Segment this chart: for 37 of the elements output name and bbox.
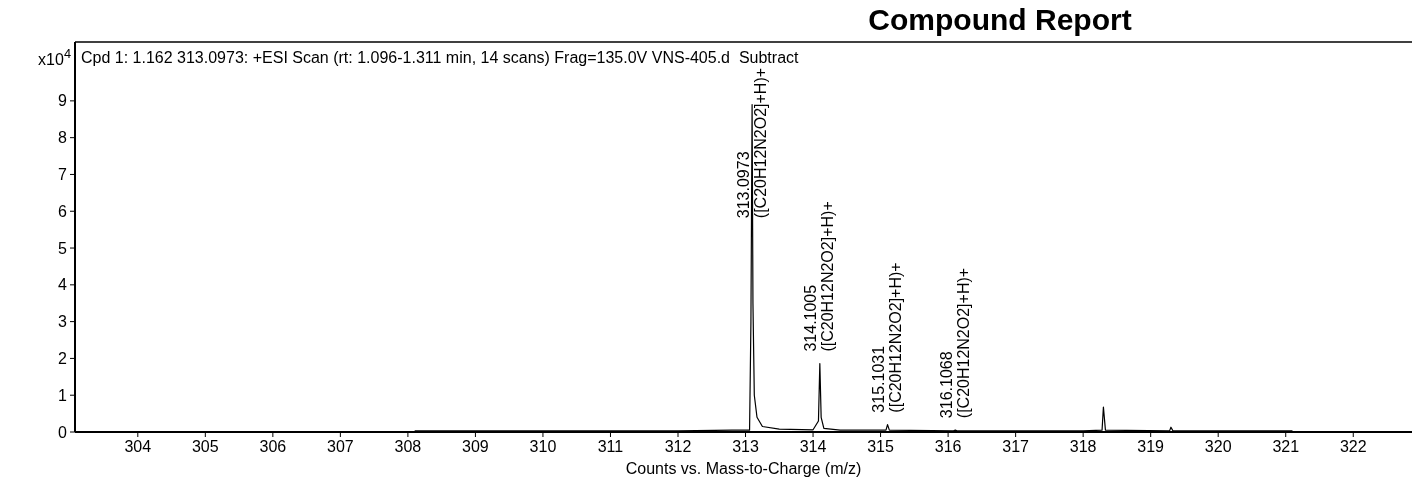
x-tick-label: 314 <box>799 438 827 455</box>
x-tick-label: 317 <box>1002 438 1030 455</box>
x-tick-label: 321 <box>1272 438 1300 455</box>
chart-title: Compound Report <box>868 3 1132 36</box>
chart-subtitle: Cpd 1: 1.162 313.0973: +ESI Scan (rt: 1.096-1.311 min, 14 scans) Frag=135.0V VNS-405.d Subtract <box>81 49 800 66</box>
y-tick-label: 8 <box>58 129 68 147</box>
y-tick-label: 3 <box>58 313 68 331</box>
x-tick-label: 304 <box>124 438 152 455</box>
y-tick-label: 6 <box>58 202 68 220</box>
x-axis-title: Counts vs. Mass-to-Charge (m/z) <box>625 460 862 477</box>
y-tick-label: 5 <box>58 239 68 257</box>
annotation: 315.1031 ([C20H12N2O2]+H)+ <box>870 262 905 413</box>
x-tick-label: 306 <box>259 438 287 455</box>
x-tick-label: 318 <box>1069 438 1097 455</box>
x-tick-label: 316 <box>934 438 962 455</box>
x-tick-label: 307 <box>327 438 354 455</box>
y-tick-label: 0 <box>58 423 68 441</box>
x-tick-label: 311 <box>597 438 624 455</box>
x-tick-label: 305 <box>191 438 219 455</box>
x-tick-label: 312 <box>664 438 692 455</box>
x-tick-label: 322 <box>1339 438 1367 455</box>
annotation: 316.1068 ([C20H12N2O2]+H)+ <box>937 267 972 419</box>
y-tick-label: 2 <box>58 350 68 368</box>
y-tick-label: 4 <box>58 276 68 294</box>
x-tick-label: 315 <box>867 438 895 455</box>
annotation: 313.0973 ([C20H12N2O2]+H)+ <box>734 67 769 219</box>
x-tick-label: 309 <box>462 438 489 455</box>
x-tick-label: 313 <box>732 438 759 455</box>
x-tick-label: 310 <box>529 438 557 455</box>
x-tick-label: 319 <box>1137 438 1165 455</box>
x-tick-label: 308 <box>394 438 422 455</box>
x-tick-label: 320 <box>1204 438 1232 455</box>
y-tick-label: 7 <box>58 166 68 184</box>
y-tick-label: 9 <box>58 92 68 110</box>
y-axis-title: x10$^{4}$ <box>38 45 71 68</box>
y-tick-label: 1 <box>58 386 68 404</box>
annotation: 314.1005 ([C20H12N2O2]+H)+ <box>802 201 837 352</box>
